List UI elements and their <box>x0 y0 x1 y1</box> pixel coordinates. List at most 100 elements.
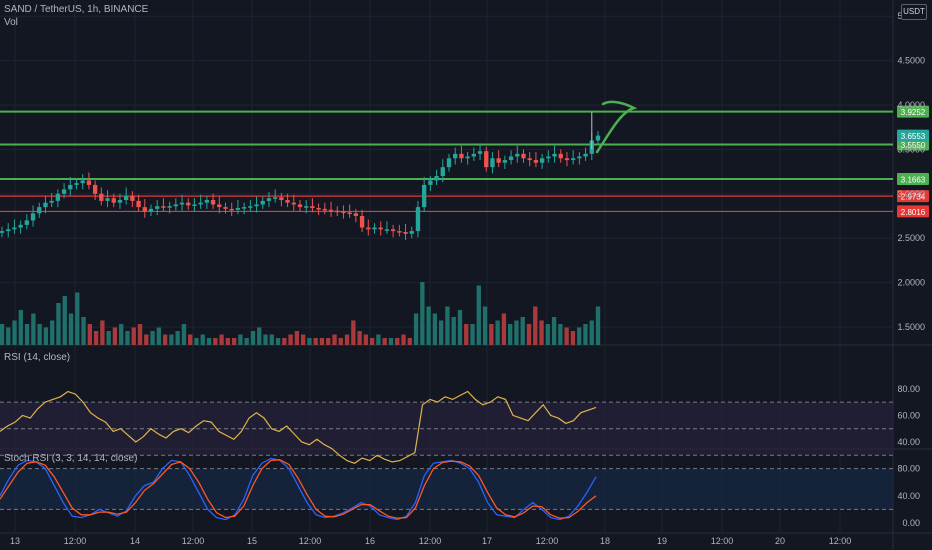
volume-bar <box>18 310 23 345</box>
stoch-rsi-title[interactable]: Stoch RSI (3, 3, 14, 14, close) <box>4 453 138 464</box>
volume-bar <box>589 320 594 345</box>
volume-bar <box>533 306 538 345</box>
volume-bar <box>206 338 212 345</box>
time-tick-label: 20 <box>775 536 785 546</box>
volume-bar <box>482 306 488 345</box>
volume-bar <box>263 334 268 345</box>
candle-body <box>49 200 54 203</box>
volume-bar <box>100 320 105 345</box>
volume-bar <box>269 334 274 345</box>
candle-body <box>123 195 129 201</box>
time-tick-label: 17 <box>482 536 492 546</box>
volume-bar <box>464 324 469 345</box>
volume-bar <box>257 327 262 345</box>
time-tick-label: 12:00 <box>829 536 852 546</box>
volume-bar <box>438 320 444 345</box>
rsi-title[interactable]: RSI (14, close) <box>4 352 71 363</box>
volume-bar <box>476 285 481 345</box>
candle-body <box>272 197 278 199</box>
volume-bar <box>382 338 387 345</box>
candle-body <box>254 204 259 207</box>
price-axis[interactable]: 3.9252 3.5550 3.1663 2.9734 2.8016 3.6553 4.50… <box>897 11 929 528</box>
volume-bar <box>445 306 450 345</box>
stoch-tick-label: 40.00 <box>897 491 920 501</box>
symbol-title[interactable]: SAND / TetherUS, 1h, BINANCE <box>4 4 149 15</box>
candle-body <box>198 202 203 205</box>
candle-body <box>508 156 514 161</box>
time-tick-label: 12:00 <box>711 536 734 546</box>
volume-bar <box>169 334 174 345</box>
candle-body <box>92 184 98 194</box>
candle-body <box>428 180 433 185</box>
volume-bar <box>275 338 281 345</box>
volume-bar <box>595 306 601 345</box>
volume-bar <box>175 331 180 345</box>
volume-bar <box>244 338 249 345</box>
candle-body <box>440 167 445 177</box>
candle-body <box>453 153 458 159</box>
volume-bar <box>62 296 67 345</box>
candle-body <box>490 158 495 168</box>
level-tag-text: 3.9252 <box>901 108 926 117</box>
stoch-k-line <box>0 457 597 521</box>
volume-bar <box>219 334 224 345</box>
candle-body <box>459 153 464 159</box>
candle-body <box>43 202 48 208</box>
stoch-d-line <box>0 459 597 519</box>
price-tick-label: 3.5000 <box>897 144 925 154</box>
volume-bar <box>313 338 318 345</box>
stoch-tick-label: 80.00 <box>897 464 920 474</box>
candle-body <box>68 184 73 190</box>
candle-body <box>86 180 92 185</box>
volume-bar <box>294 331 300 345</box>
volume-bar <box>413 313 419 345</box>
volume-bar <box>457 310 463 345</box>
candle-body <box>61 189 67 194</box>
volume-bar <box>75 292 80 345</box>
candle-body <box>583 153 588 157</box>
volume-bar <box>43 327 49 345</box>
rsi-tick-label: 40.00 <box>897 437 920 447</box>
volume-bar <box>137 324 143 345</box>
candle-body <box>148 208 154 212</box>
time-tick-label: 12:00 <box>536 536 559 546</box>
volume-bar <box>426 306 431 345</box>
candle-body <box>173 204 179 207</box>
time-axis[interactable]: 13 12:00 14 12:00 15 12:00 16 12:00 17 12:00 18 19 1… <box>10 536 851 546</box>
volume-bar <box>520 317 525 345</box>
candle-body <box>161 206 166 208</box>
candle-body <box>421 184 427 208</box>
candle-body <box>30 213 36 221</box>
time-tick-label: 14 <box>130 536 140 546</box>
volume-bar <box>188 334 193 345</box>
volume-bar <box>420 282 425 345</box>
candle-body <box>167 206 172 208</box>
volume-bar <box>432 313 438 345</box>
horizontal-levels[interactable] <box>0 110 893 213</box>
volume-bar <box>395 338 400 345</box>
candle-body <box>322 208 328 211</box>
volume-bar <box>106 331 111 345</box>
volume-bar <box>300 334 306 345</box>
volume-bar <box>401 334 406 345</box>
volume-bar <box>238 334 243 345</box>
rsi-tick-label: 60.00 <box>897 410 920 420</box>
candle-body <box>241 207 247 209</box>
level-tag-2.8016 <box>897 205 929 218</box>
currency-unit-label[interactable]: USDT <box>901 4 927 20</box>
candle-body <box>74 183 79 185</box>
price-tick-label: 4.0000 <box>897 100 925 110</box>
candle-body <box>577 156 582 159</box>
price-tick-label: 4.5000 <box>897 56 925 66</box>
level-tag-2.9734 <box>897 190 929 203</box>
candle-body <box>279 197 284 201</box>
last-price-tag <box>897 129 929 142</box>
candle-body <box>291 202 296 205</box>
time-tick-label: 15 <box>247 536 257 546</box>
last-price-text: 3.6553 <box>901 132 926 141</box>
candle-body <box>496 158 501 163</box>
volume-bar <box>213 338 218 345</box>
candle-body <box>570 158 576 161</box>
